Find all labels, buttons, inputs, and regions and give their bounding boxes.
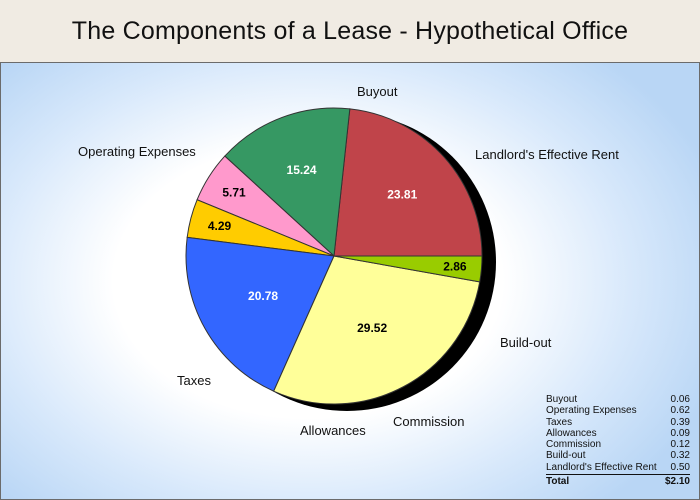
summary-total-value: $2.10 — [664, 476, 690, 488]
summary-value: 0.32 — [670, 450, 690, 462]
title-bar: The Components of a Lease - Hypothetical… — [0, 0, 700, 62]
summary-value: 0.09 — [670, 427, 690, 439]
summary-row: Buyout 0.06 — [546, 394, 690, 405]
pie-slice-buyout — [333, 255, 483, 283]
slice-value-label: 4.29 — [208, 219, 232, 233]
summary-value: 0.62 — [670, 405, 690, 417]
pie-chart: 23.81 Landlord's Effective Rent 15.24 Build… — [78, 84, 619, 438]
pie-slice-landlord-s-effective-rent — [333, 108, 483, 257]
slice-category-label: Operating Expenses — [78, 144, 196, 159]
summary-row: Commission 0.12 — [546, 439, 690, 450]
summary-row: Taxes 0.39 — [546, 417, 690, 428]
summary-row: Build-out 0.32 — [546, 450, 690, 461]
summary-label: Build-out — [546, 450, 586, 462]
pie-slice-build-out — [224, 107, 351, 258]
slice-value-label: 20.78 — [248, 289, 278, 303]
slice-category-label: Buyout — [357, 84, 398, 99]
summary-label: Commission — [546, 439, 602, 451]
pie-slice-operating-expenses — [273, 255, 481, 405]
slice-value-label: 2.86 — [443, 260, 467, 274]
summary-total-row: Total $2.10 — [546, 474, 690, 487]
pie-slice-taxes — [185, 236, 335, 392]
summary-row: Allowances 0.09 — [546, 428, 690, 439]
summary-label: Taxes — [546, 416, 573, 428]
summary-value: 0.39 — [670, 416, 690, 428]
slice-value-label: 5.71 — [222, 186, 246, 200]
slice-category-label: Taxes — [177, 373, 211, 388]
slice-category-label: Allowances — [300, 423, 366, 438]
summary-table: Buyout 0.06 Operating Expenses 0.62 Taxes 0… — [546, 394, 690, 487]
summary-row: Landlord's Effective Rent 0.50 — [546, 462, 690, 473]
summary-value: 0.12 — [670, 439, 690, 451]
slice-category-label: Commission — [393, 414, 465, 429]
summary-value: 0.06 — [670, 394, 690, 405]
slice-category-label: Landlord's Effective Rent — [475, 147, 619, 162]
slice-category-label: Build-out — [500, 335, 552, 350]
summary-label: Operating Expenses — [546, 405, 637, 417]
summary-label: Buyout — [546, 394, 578, 405]
chart-title: The Components of a Lease - Hypothetical… — [71, 16, 629, 45]
slice-value-label: 29.52 — [357, 321, 387, 335]
slice-value-label: 23.81 — [387, 188, 417, 202]
summary-total-label: Total — [546, 476, 570, 488]
summary-value: 0.50 — [670, 461, 690, 473]
summary-label: Allowances — [546, 427, 597, 439]
summary-label: Landlord's Effective Rent — [546, 461, 657, 473]
slice-value-label: 15.24 — [287, 163, 317, 177]
summary-row: Operating Expenses 0.62 — [546, 405, 690, 416]
